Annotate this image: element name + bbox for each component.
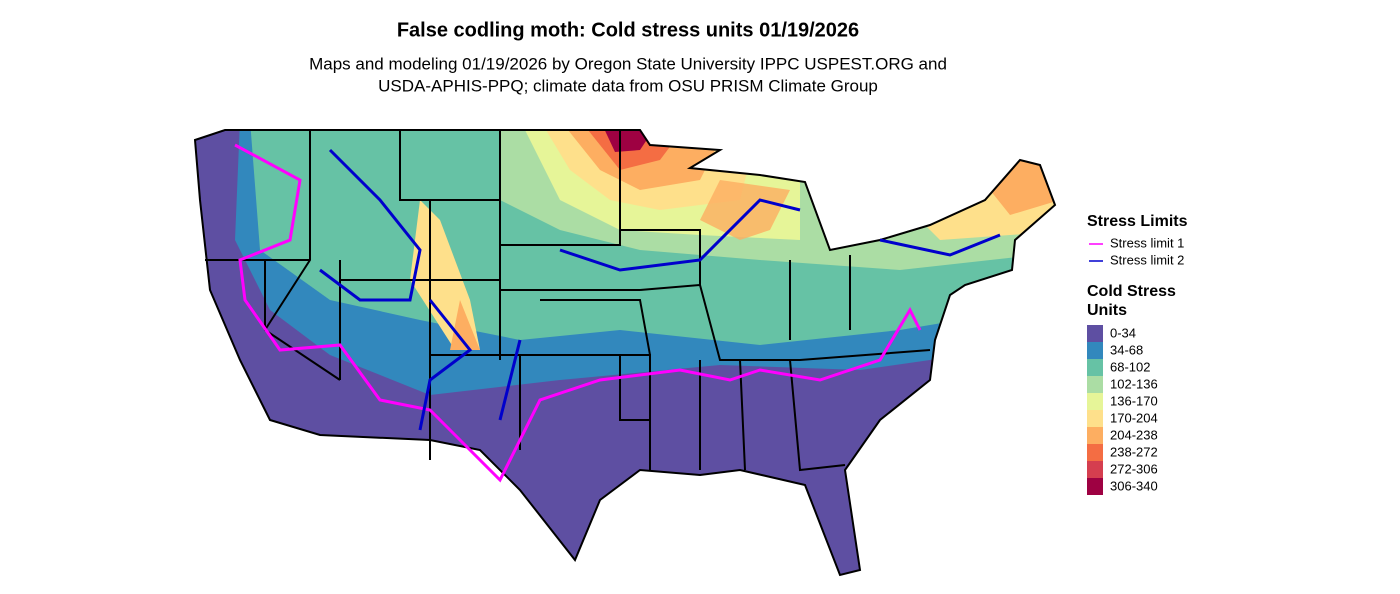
legend-title: Stress Limits — [1087, 213, 1188, 230]
legend-swatch — [1087, 342, 1103, 359]
legend-swatch — [1087, 444, 1103, 461]
legend-label: 272-306 — [1110, 461, 1158, 476]
legend-label: Stress limit 1 — [1110, 235, 1184, 250]
legend-swatch — [1087, 427, 1103, 444]
legend-label: 102-136 — [1110, 376, 1158, 391]
legend-swatch — [1087, 393, 1103, 410]
legend-swatch — [1087, 478, 1103, 495]
legend-label: 68-102 — [1110, 359, 1150, 374]
legend: Stress Limits Stress limit 1 Stress limit … — [1087, 213, 1188, 495]
legend-label: 306-340 — [1110, 478, 1158, 493]
legend-label: 0-34 — [1110, 325, 1136, 340]
legend-title: Cold Stress — [1087, 283, 1176, 300]
subtitle: Maps and modeling 01/19/2026 by Oregon S… — [309, 54, 947, 73]
legend-label: 170-204 — [1110, 410, 1158, 425]
legend-label: 136-170 — [1110, 393, 1158, 408]
legend-title: Units — [1087, 302, 1127, 319]
legend-label: Stress limit 2 — [1110, 252, 1184, 267]
legend-swatch — [1087, 325, 1103, 342]
legend-label: 34-68 — [1110, 342, 1143, 357]
legend-swatch — [1087, 376, 1103, 393]
legend-swatch — [1087, 359, 1103, 376]
map-title: False codling moth: Cold stress units 01… — [397, 19, 859, 41]
legend-label: 238-272 — [1110, 444, 1158, 459]
stress-contours — [234, 143, 1001, 483]
legend-label: 204-238 — [1110, 427, 1158, 442]
legend-swatch — [1087, 461, 1103, 478]
legend-swatch — [1087, 410, 1103, 427]
subtitle: USDA-APHIS-PPQ; climate data from OSU PR… — [378, 76, 878, 95]
